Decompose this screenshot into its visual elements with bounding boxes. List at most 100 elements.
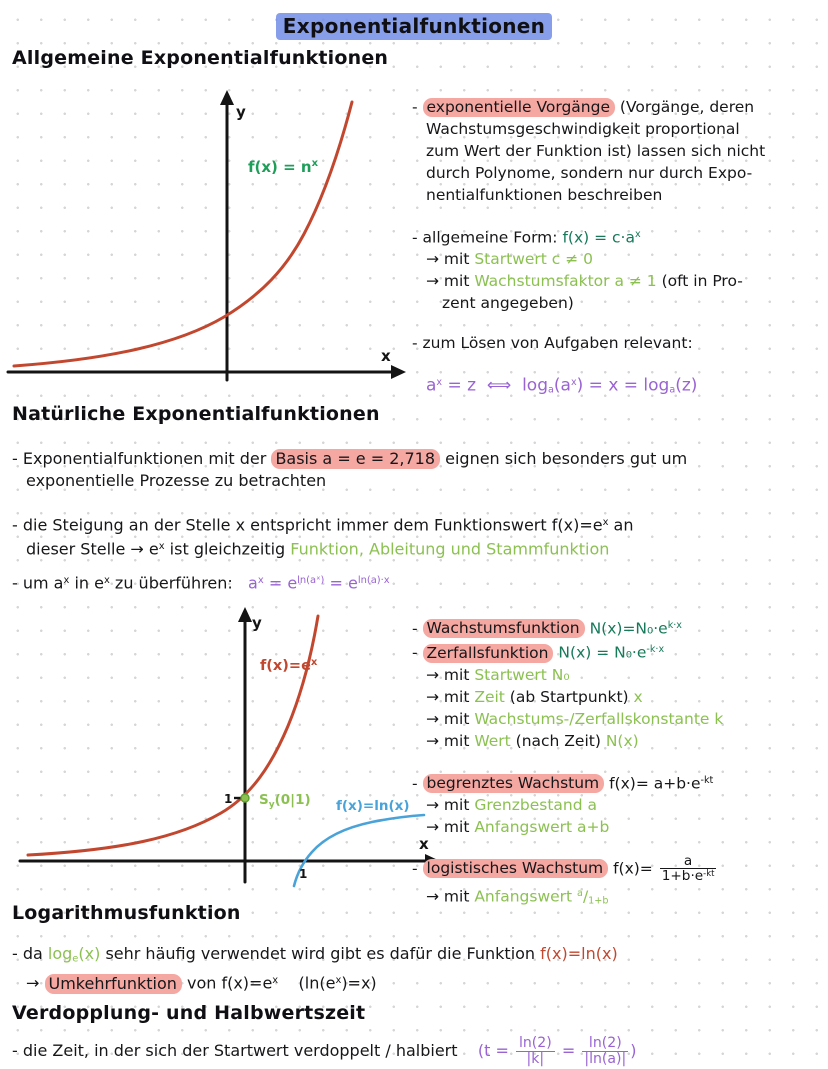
y-axis-arrow	[220, 90, 234, 105]
note-line: - um ax in ex zu überführen: ax = eln(aˣ…	[12, 570, 822, 594]
text-segment: N(x)	[605, 731, 639, 750]
axis-label-x: x	[381, 347, 391, 365]
text-segment: Wachstums-/Zerfallskonstante k	[474, 709, 724, 728]
text-segment: (ab Startpunkt)	[504, 687, 634, 706]
axis-label-y: y	[236, 103, 246, 121]
text-segment: Wachstumsgeschwindigkeit proportional	[426, 120, 740, 138]
text-segment: /	[582, 887, 589, 906]
heading-verdopplung-halbwertszeit: Verdopplung- und Halbwertszeit	[12, 1002, 366, 1024]
text-segment: x	[257, 575, 264, 586]
text-segment: a	[248, 573, 258, 593]
point-label-s01: Sy(0|1)	[259, 792, 311, 810]
text-segment: → mit	[426, 250, 475, 269]
text-segment: f(x)=ln(x)	[540, 944, 618, 963]
text-segment: - die Steigung an der Stelle x entsprich…	[12, 515, 552, 535]
text-segment: -kt	[700, 774, 714, 786]
text-segment: Anfangswert	[474, 887, 578, 906]
note-line: - die Zeit, in der sich der Startwert ve…	[12, 1036, 822, 1067]
heading-allgemeine-exponentialfunktionen: Allgemeine Exponentialfunktionen	[12, 47, 389, 69]
text-segment: an	[608, 515, 634, 535]
fraction: a 1+b·e-kt	[659, 852, 717, 885]
text-segment: Wert	[474, 731, 511, 750]
text-segment: eignen sich besonders gut um	[440, 449, 688, 468]
text-segment: 1+b	[588, 896, 609, 908]
text-segment: x	[634, 229, 641, 240]
highlighted-phrase: Zerfallsfunktion	[422, 643, 554, 663]
paragraph-basis-e: - Exponentialfunktionen mit der Basis a …	[12, 448, 822, 492]
note-line: - die Steigung an der Stelle x entsprich…	[12, 512, 822, 536]
note-line: - logistisches Wachstum f(x)= a 1+b·e-kt	[412, 852, 828, 885]
text-segment: zu überführen:	[109, 573, 249, 593]
text-segment: x	[158, 541, 165, 553]
highlighted-phrase: exponentielle Vorgänge	[422, 98, 615, 117]
x-axis-arrow	[391, 365, 406, 379]
text-segment: a	[426, 375, 437, 396]
text-segment: ) = x = log	[576, 375, 670, 396]
text-segment: → mit	[426, 817, 475, 836]
text-segment: f(x)=e	[551, 515, 603, 535]
note-line: → mit Zeit (ab Startpunkt) x	[426, 686, 828, 708]
text-segment: )	[630, 1040, 637, 1060]
text-segment: -	[412, 859, 423, 878]
text-segment: - die Zeit, in der sich der Startwert ve…	[12, 1040, 478, 1060]
text-segment: x	[436, 377, 443, 389]
text-segment: Zeit	[474, 687, 505, 706]
text-segment: a	[548, 384, 554, 396]
curve-label-lnx: f(x)=ln(x)	[336, 798, 410, 814]
text-segment: ln(aˣ)	[297, 575, 325, 586]
ln-curve	[292, 813, 426, 888]
text-segment: N(x) = N₀·e	[558, 643, 647, 662]
fraction: ln(2) |ln(a)|	[582, 1035, 629, 1067]
text-segment: k·x	[667, 620, 682, 631]
axis-label-y: y	[252, 614, 262, 632]
text-segment: Grenzbestand a	[474, 795, 597, 814]
text-segment: x	[63, 575, 70, 586]
text-segment: -	[412, 773, 423, 792]
highlighted-phrase: begrenztes Wachstum	[422, 773, 605, 793]
y-axis-arrow	[238, 607, 252, 622]
note-line: nentialfunktionen beschreiben	[426, 184, 828, 206]
text-segment: Funktion, Ableitung und Stammfunktion	[290, 539, 610, 559]
text-segment: - allgemeine Form:	[412, 228, 563, 247]
text-segment: x	[272, 975, 279, 987]
text-segment: = e	[263, 573, 298, 593]
text-segment: dieser Stelle → e	[26, 539, 159, 559]
note-line: durch Polynome, sondern nur durch Expo-	[426, 162, 828, 184]
paragraph-logarithmus: - da loge(x) sehr häufig verwendet wird …	[12, 943, 822, 995]
text-segment: (ln(e	[278, 973, 336, 993]
page-title-row: Exponentialfunktionen	[0, 13, 828, 40]
page-title: Exponentialfunktionen	[275, 13, 553, 40]
note-line: - zum Lösen von Aufgaben relevant:	[412, 332, 828, 354]
curve-label-nx: f(x) = nx	[248, 158, 319, 176]
note-line: - Exponentialfunktionen mit der Basis a …	[12, 448, 822, 470]
note-line: → mit Wert (nach Zeit) N(x)	[426, 730, 828, 752]
note-line: - da loge(x) sehr häufig verwendet wird …	[12, 943, 822, 970]
note-line: → mit Wachstumsfaktor a ≠ 1 (oft in Pro-	[426, 270, 828, 292]
text-segment: x	[602, 517, 609, 528]
text-segment: - da	[12, 944, 48, 963]
note-line: → mit Anfangswert a+b	[426, 816, 828, 838]
note-line: zent angegeben)	[442, 292, 828, 314]
text-segment: → mit	[426, 887, 475, 906]
text-segment: =	[556, 1040, 581, 1060]
text-segment: (Vorgänge, deren	[615, 98, 755, 116]
paragraph-ueberfuehren: - um ax in ex zu überführen: ax = eln(aˣ…	[12, 570, 822, 594]
text-segment: e	[72, 953, 79, 965]
point-s-y	[240, 793, 250, 803]
text-segment: -	[412, 98, 423, 116]
heading-logarithmusfunktion: Logarithmusfunktion	[12, 902, 241, 924]
text-segment: in e	[69, 573, 104, 593]
note-line: - Zerfallsfunktion N(x) = N₀·e-k·x	[412, 639, 828, 663]
y-tick-label-1: 1	[224, 792, 232, 806]
highlighted-phrase: Wachstumsfunktion	[422, 619, 585, 639]
text-segment: - zum Lösen von Aufgaben relevant:	[412, 334, 693, 353]
text-segment: ist gleichzeitig	[164, 539, 291, 559]
text-segment: )=x)	[341, 973, 377, 993]
highlighted-phrase: logistisches Wachstum	[422, 859, 609, 879]
note-line: → Umkehrfunktion von f(x)=ex (ln(ex)=x)	[26, 970, 822, 994]
text-segment: (x)	[78, 944, 101, 963]
text-segment: →	[26, 973, 45, 993]
paragraph-steigung: - die Steigung an der Stelle x entsprich…	[12, 512, 822, 561]
paragraph-halbwertszeit: - die Zeit, in der sich der Startwert ve…	[12, 1036, 822, 1067]
